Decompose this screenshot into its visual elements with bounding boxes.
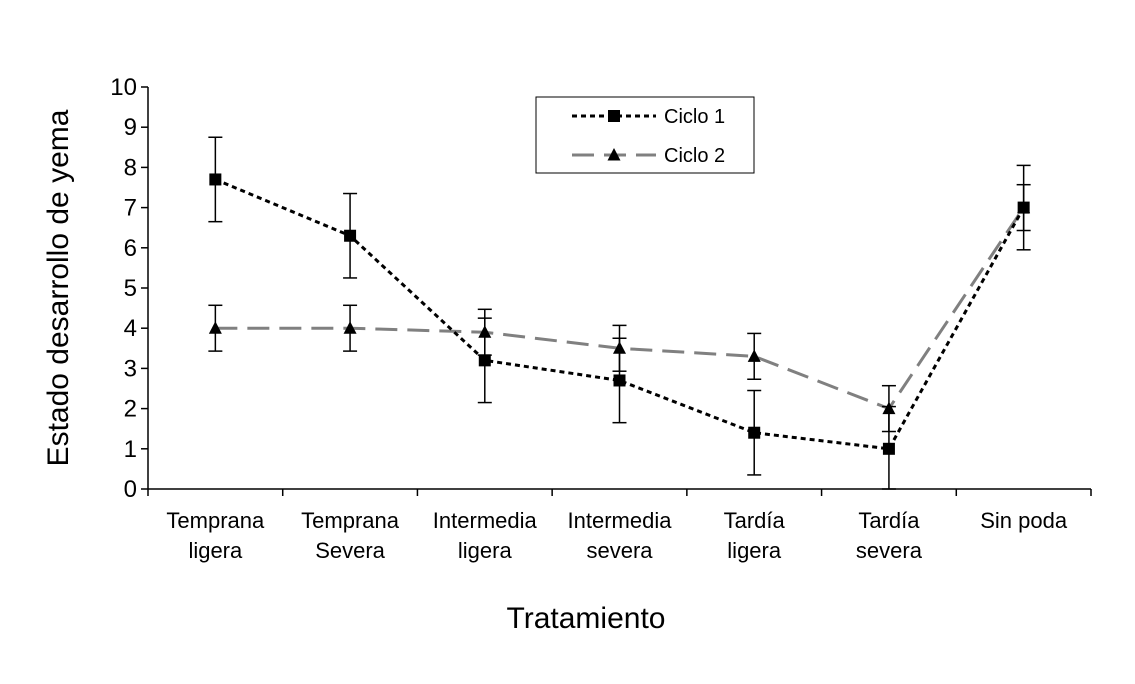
y-tick-label: 8 [124,154,137,181]
y-tick-label: 9 [124,114,137,141]
x-axis-title: Tratamiento [507,602,666,635]
x-category-label: Temprana Severa [301,508,400,563]
legend-marker [607,148,621,161]
series-layer [208,136,1031,490]
x-category-label-line: severa [586,538,653,563]
y-tick-label: 3 [124,355,137,382]
data-point [882,442,895,455]
y-tick-label: 1 [124,436,137,463]
y-tick-label: 0 [124,476,137,503]
x-category-label: Tardía severa [856,508,923,563]
x-category-label: Tardía ligera [724,508,786,563]
x-category-label-line: Tardía [858,508,920,533]
legend: Ciclo 1 Ciclo 2 [535,96,755,174]
x-category-label-line: severa [856,538,923,563]
x-category-label: Temprana ligera [166,508,265,563]
legend-box [535,96,755,174]
y-axis-title: Estado desarrollo de yema [42,109,75,466]
data-point [478,354,491,367]
x-axis-ticks: Temprana ligera Temprana Severa Intermedia li… [147,489,1092,563]
x-category-label-line: Intermedia [568,508,673,533]
data-point [343,321,357,334]
x-category-label-line: Intermedia [433,508,538,533]
x-category-label: Intermedia ligera [433,508,538,563]
data-point [344,229,357,242]
legend-label: Ciclo 1 [664,106,725,128]
data-point [747,349,761,362]
y-tick-label: 10 [110,74,137,101]
x-category-label-line: Temprana [166,508,265,533]
x-category-label-line: Severa [315,538,385,563]
x-category-label-line: ligera [188,538,243,563]
legend-item: Ciclo 1 [572,106,725,128]
x-category-label-line: ligera [458,538,513,563]
y-tick-label: 2 [124,396,137,423]
x-category-label-line: Temprana [301,508,400,533]
data-point [613,374,626,387]
x-category-label-line: ligera [727,538,782,563]
y-tick-label: 5 [124,275,137,302]
x-category-label-line: Sin poda [980,508,1068,533]
y-tick-label: 4 [124,315,137,342]
x-category-label-line: Tardía [724,508,786,533]
data-point [748,426,761,439]
y-tick-label: 6 [124,235,137,262]
x-category-label: Sin poda [980,508,1068,533]
legend-marker [608,110,620,122]
data-point [208,321,222,334]
x-category-label: Intermedia severa [568,508,673,563]
series-ciclo-1 [208,136,1031,490]
legend-label: Ciclo 2 [664,145,725,167]
legend-item: Ciclo 2 [572,145,725,167]
y-tick-label: 7 [124,195,137,222]
data-point [1017,201,1030,214]
data-point [209,173,222,186]
y-axis-ticks: 0 1 2 3 4 5 6 7 8 9 10 [110,74,148,503]
